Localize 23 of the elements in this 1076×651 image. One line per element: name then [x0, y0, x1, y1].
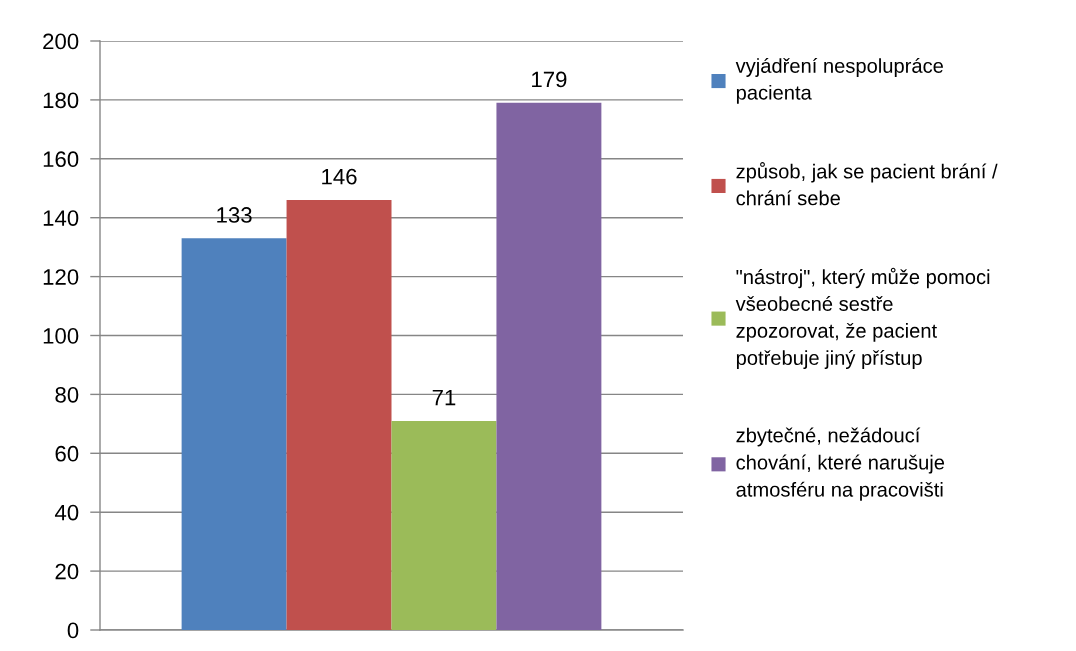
y-tick-label: 0 [67, 622, 79, 639]
y-tick-label: 140 [43, 210, 79, 226]
y-tick-label: 40 [54, 504, 79, 521]
data-label: 146 [322, 168, 357, 185]
y-tick-label: 20 [55, 563, 79, 580]
legend-label: vyjádření nespolupráce pacienta [735, 57, 943, 104]
y-tick-label: 100 [43, 328, 79, 344]
bar [496, 102, 602, 630]
y-tick-label: 160 [43, 151, 79, 168]
y-tick-label: 80 [55, 386, 79, 403]
bar [286, 200, 392, 630]
y-tick-label: 120 [43, 269, 79, 285]
legend-label: "nástroj", který může pomoci všeobecné sestře zpozorovat, že pacient potřebuje jiný přístup [735, 267, 990, 369]
data-label: 133 [217, 207, 252, 223]
y-tick-label: 200 [43, 33, 79, 50]
legend-label: způsob, jak se pacient brání / chrání sebe [736, 162, 998, 206]
y-tick-label: 180 [43, 92, 79, 109]
y-tick-label: 60 [55, 445, 79, 462]
data-label: 71 [432, 389, 456, 406]
bar [181, 238, 287, 630]
data-label: 179 [532, 71, 567, 88]
legend-label: zbytečné, nežádoucí chování, které narušuje atmosféru na pracovišti [736, 427, 945, 501]
bar [391, 420, 497, 630]
